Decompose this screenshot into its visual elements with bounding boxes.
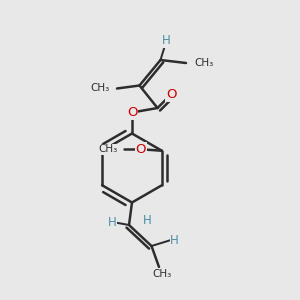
Text: CH₃: CH₃ xyxy=(194,58,214,68)
Text: O: O xyxy=(136,143,146,156)
Text: H: H xyxy=(142,214,152,227)
Text: CH₃: CH₃ xyxy=(98,144,118,154)
Text: H: H xyxy=(162,34,171,47)
Text: CH₃: CH₃ xyxy=(152,268,172,279)
Text: H: H xyxy=(108,215,117,229)
Text: O: O xyxy=(166,88,176,101)
Text: CH₃: CH₃ xyxy=(90,83,110,93)
Text: H: H xyxy=(170,233,179,247)
Text: O: O xyxy=(127,106,137,119)
